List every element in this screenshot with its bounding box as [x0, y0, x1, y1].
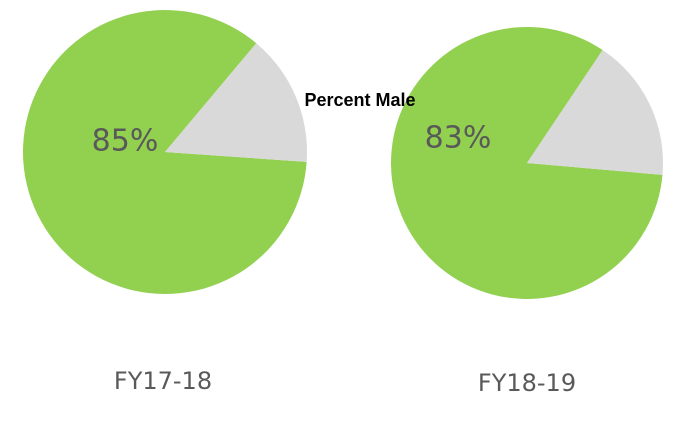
- pie-slice: [165, 43, 307, 162]
- value-label: 83%: [425, 121, 492, 156]
- pie-slice: [22, 9, 307, 294]
- pie-slice: [391, 26, 663, 300]
- pie-label: FY18-19: [478, 369, 576, 397]
- pie-slice: [527, 49, 663, 175]
- chart-title: Percent Male: [304, 90, 415, 110]
- value-label: 85%: [92, 124, 159, 159]
- pie-label: FY17-18: [114, 367, 212, 395]
